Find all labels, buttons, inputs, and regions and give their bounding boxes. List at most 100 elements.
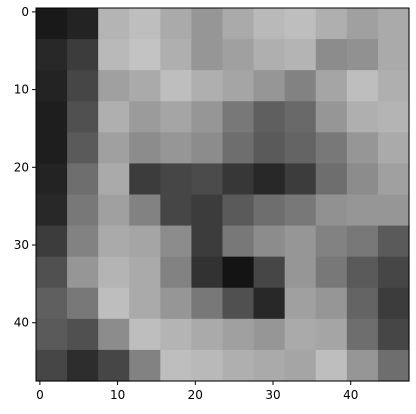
heatmap-cell bbox=[129, 287, 161, 320]
heatmap-cell bbox=[191, 287, 224, 320]
heatmap-cell bbox=[160, 39, 193, 71]
heatmap-cell bbox=[67, 163, 99, 196]
heatmap-cell bbox=[67, 349, 99, 382]
heatmap-cell bbox=[284, 8, 317, 40]
heatmap-cell bbox=[346, 101, 379, 133]
y-tick-label: 30 bbox=[14, 238, 29, 252]
heatmap-cell bbox=[222, 101, 255, 133]
heatmap-cell bbox=[191, 132, 224, 165]
heatmap-cell bbox=[253, 318, 286, 351]
heatmap-cell bbox=[129, 163, 161, 196]
heatmap-cell bbox=[67, 318, 99, 351]
x-tick-label: 30 bbox=[265, 388, 280, 402]
heatmap-cell bbox=[98, 194, 130, 227]
heatmap-cell bbox=[160, 163, 193, 196]
heatmap-cell bbox=[315, 101, 348, 133]
heatmap-cell bbox=[36, 194, 68, 227]
heatmap-cell bbox=[315, 349, 348, 382]
y-tick-label: 20 bbox=[14, 160, 29, 174]
heatmap-cell bbox=[253, 225, 286, 258]
x-tick-label: 40 bbox=[343, 388, 358, 402]
heatmap-cell bbox=[98, 256, 130, 289]
heatmap-cell bbox=[377, 70, 410, 102]
heatmap-cell bbox=[346, 287, 379, 320]
y-tick-label: 40 bbox=[14, 316, 29, 330]
heatmap-cell bbox=[98, 8, 130, 40]
heatmap-cell bbox=[346, 163, 379, 196]
heatmap-cell bbox=[222, 39, 255, 71]
heatmap-cell bbox=[253, 349, 286, 382]
heatmap-cell bbox=[129, 349, 161, 382]
heatmap-cell bbox=[253, 287, 286, 320]
heatmap-cell bbox=[253, 194, 286, 227]
heatmap-cell bbox=[160, 318, 193, 351]
heatmap-cell bbox=[346, 194, 379, 227]
heatmap-cell bbox=[315, 318, 348, 351]
heatmap-cell bbox=[284, 318, 317, 351]
heatmap-cell bbox=[36, 8, 68, 40]
heatmap-cell bbox=[377, 39, 410, 71]
heatmap-cell bbox=[253, 70, 286, 102]
heatmap-cell bbox=[315, 8, 348, 40]
heatmap-cell bbox=[98, 101, 130, 133]
y-tick-label: 10 bbox=[14, 83, 29, 97]
heatmap-cell bbox=[191, 163, 224, 196]
y-axis-ticks: 0 10 20 30 40 bbox=[14, 5, 36, 330]
heatmap-cell bbox=[315, 194, 348, 227]
heatmap-cell bbox=[253, 132, 286, 165]
heatmap-cell bbox=[222, 194, 255, 227]
heatmap-cell bbox=[160, 132, 193, 165]
heatmap-cell bbox=[129, 39, 161, 71]
heatmap-cell bbox=[284, 70, 317, 102]
heatmap-cell bbox=[222, 132, 255, 165]
heatmap-cell bbox=[98, 225, 130, 258]
heatmap-cell bbox=[98, 70, 130, 102]
heatmap-cell bbox=[98, 39, 130, 71]
heatmap-cell bbox=[67, 225, 99, 258]
heatmap-cell bbox=[36, 39, 68, 71]
heatmap-cell bbox=[222, 8, 255, 40]
axes-frame bbox=[35, 7, 410, 382]
heatmap-cell bbox=[346, 70, 379, 102]
heatmap-cell bbox=[160, 287, 193, 320]
heatmap-cell bbox=[67, 39, 99, 71]
heatmap-cell bbox=[191, 194, 224, 227]
heatmap-cell bbox=[284, 225, 317, 258]
heatmap-cell bbox=[222, 318, 255, 351]
heatmap-cell bbox=[346, 132, 379, 165]
heatmap-cell bbox=[222, 349, 255, 382]
heatmap-cell bbox=[284, 39, 317, 71]
heatmap-cell bbox=[284, 163, 317, 196]
heatmap-cell bbox=[315, 287, 348, 320]
heatmap-cell bbox=[315, 225, 348, 258]
heatmap-cell bbox=[191, 318, 224, 351]
heatmap-cell bbox=[346, 256, 379, 289]
heatmap-cell bbox=[160, 8, 193, 40]
heatmap-cell bbox=[222, 163, 255, 196]
heatmap-cell bbox=[67, 101, 99, 133]
heatmap-cell bbox=[36, 349, 68, 382]
heatmap-cell bbox=[98, 349, 130, 382]
heatmap-cell bbox=[253, 256, 286, 289]
x-tick-label: 20 bbox=[188, 388, 203, 402]
heatmap-cell bbox=[315, 132, 348, 165]
heatmap-cell bbox=[222, 225, 255, 258]
heatmap-cell bbox=[377, 287, 410, 320]
heatmap-cell bbox=[222, 287, 255, 320]
heatmap-cell bbox=[36, 318, 68, 351]
heatmap-cell bbox=[129, 101, 161, 133]
heatmap-cell bbox=[160, 349, 193, 382]
heatmap-cell bbox=[36, 132, 68, 165]
heatmap-cell bbox=[160, 256, 193, 289]
heatmap-cell bbox=[67, 194, 99, 227]
heatmap-cell bbox=[284, 132, 317, 165]
heatmap-cell bbox=[67, 132, 99, 165]
heatmap-cell bbox=[346, 8, 379, 40]
heatmap-cell bbox=[191, 225, 224, 258]
heatmap-cell bbox=[222, 256, 255, 289]
heatmap-cell bbox=[129, 256, 161, 289]
heatmap-cell bbox=[67, 287, 99, 320]
heatmap-cell bbox=[191, 101, 224, 133]
x-tick-label: 0 bbox=[36, 388, 44, 402]
